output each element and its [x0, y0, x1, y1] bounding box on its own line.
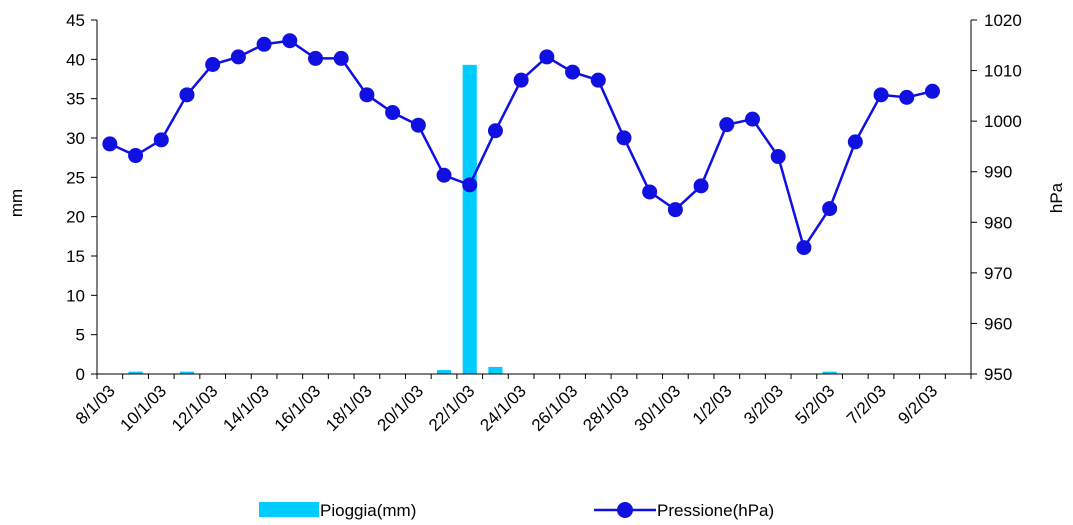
- rain-bar: [128, 371, 143, 374]
- x-tick-label: 20/1/03: [374, 381, 428, 435]
- legend-label-rain: Pioggia(mm): [320, 501, 416, 520]
- y-left-tick-label: 5: [76, 326, 85, 345]
- y-left-tick-label: 45: [66, 11, 85, 30]
- rain-bar: [488, 366, 503, 374]
- y-left-tick-label: 15: [66, 247, 85, 266]
- y-right-tick-label: 1010: [984, 62, 1022, 81]
- y-left-tick-label: 40: [66, 50, 85, 69]
- y-right-tick-label: 990: [984, 163, 1012, 182]
- x-tick-label: 28/1/03: [579, 381, 633, 435]
- y-right-tick-label: 1000: [984, 112, 1022, 131]
- pressure-point: [847, 134, 863, 150]
- x-tick-label: 1/2/03: [689, 381, 736, 428]
- pressure-point: [565, 64, 581, 80]
- pressure-point: [822, 201, 838, 217]
- axes: [96, 20, 972, 375]
- legend-label-pressure: Pressione(hPa): [657, 501, 774, 520]
- y-axis-right-label: hPa: [1047, 182, 1066, 213]
- pressure-point: [642, 184, 658, 200]
- pressure-point: [179, 87, 195, 103]
- pressure-point: [796, 240, 812, 256]
- y-left-tick-label: 10: [66, 286, 85, 305]
- rain-bar: [462, 64, 477, 374]
- x-tick-label: 12/1/03: [168, 381, 222, 435]
- rain-bar: [822, 371, 837, 374]
- legend: Pioggia(mm) Pressione(hPa): [259, 501, 774, 520]
- x-tick-label: 3/2/03: [740, 381, 787, 428]
- y-left-tick-label: 20: [66, 208, 85, 227]
- pressure-point: [128, 148, 144, 164]
- pressure-point: [385, 105, 401, 121]
- x-tick-label: 5/2/03: [792, 381, 839, 428]
- pressure-point: [102, 136, 118, 152]
- y-left-tick-label: 0: [76, 365, 85, 384]
- pressure-point: [616, 130, 632, 146]
- legend-swatch-rain: [259, 502, 319, 517]
- pressure-point: [308, 50, 323, 66]
- pressure-point: [873, 87, 889, 103]
- y-right-tick-label: 970: [984, 264, 1012, 283]
- x-tick-label: 22/1/03: [425, 381, 479, 435]
- y-left-tick-label: 25: [66, 168, 85, 187]
- pressure-point: [770, 149, 786, 165]
- pressure-point: [205, 57, 221, 73]
- pressure-point: [693, 178, 709, 194]
- x-tick-label: 30/1/03: [631, 381, 685, 435]
- x-tick-label: 26/1/03: [528, 381, 582, 435]
- pressure-point: [333, 50, 349, 66]
- y-right-tick-label: 950: [984, 365, 1012, 384]
- x-axis-ticks: 8/1/0310/1/0312/1/0314/1/0316/1/0318/1/0…: [72, 374, 972, 435]
- y-left-tick-label: 30: [66, 129, 85, 148]
- x-tick-label: 18/1/03: [322, 381, 376, 435]
- rain-bar: [179, 371, 195, 374]
- x-tick-label: 24/1/03: [476, 381, 530, 435]
- x-tick-label: 14/1/03: [219, 381, 273, 435]
- pressure-point: [899, 89, 915, 105]
- legend-marker-pressure: [617, 502, 633, 518]
- pressure-line: [109, 39, 933, 251]
- x-tick-label: 10/1/03: [117, 381, 171, 435]
- y-left-tick-label: 35: [66, 90, 85, 109]
- rain-bar: [436, 370, 452, 374]
- legend-item-rain: Pioggia(mm): [259, 501, 416, 520]
- x-tick-label: 7/2/03: [843, 381, 890, 428]
- pressure-point: [667, 202, 683, 218]
- pressure-point: [513, 72, 529, 88]
- pressure-point: [436, 167, 452, 183]
- y-right-tick-label: 960: [984, 314, 1012, 333]
- x-tick-label: 16/1/03: [271, 381, 325, 435]
- y-axis-right-ticks: 950 960 970 980 990 1000 1010 1020: [971, 11, 1022, 384]
- pressure-point: [590, 72, 606, 88]
- pressure-point: [539, 49, 555, 65]
- pressure-point: [924, 83, 940, 99]
- x-tick-label: 8/1/03: [72, 381, 119, 428]
- y-axis-left-label: mm: [7, 189, 26, 217]
- y-right-tick-label: 980: [984, 213, 1012, 232]
- pressure-point: [359, 87, 375, 103]
- pressure-point: [487, 123, 503, 139]
- pressure-point: [410, 117, 426, 133]
- x-tick-label: 9/2/03: [894, 381, 941, 428]
- pressure-point: [719, 117, 735, 133]
- pressure-point: [230, 49, 246, 65]
- pressure-point: [745, 111, 760, 127]
- pressure-point: [256, 36, 272, 52]
- pressure-point: [282, 33, 298, 49]
- legend-item-pressure: Pressione(hPa): [594, 501, 774, 520]
- y-axis-left-ticks: 0 5 10 15 20 25 30 35 40 45: [66, 11, 97, 384]
- plot-area: [102, 33, 940, 374]
- y-right-tick-label: 1020: [984, 11, 1022, 30]
- pressure-point: [462, 177, 478, 193]
- pressure-point: [153, 132, 169, 148]
